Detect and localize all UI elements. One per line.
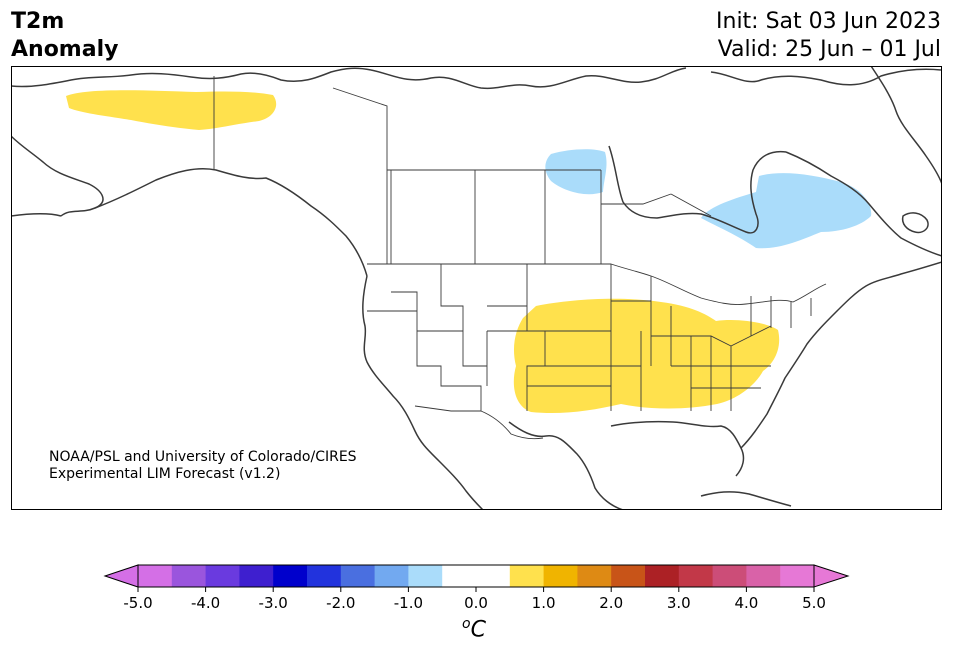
colorbar-bin: [509, 565, 545, 587]
colorbar-bin: [543, 565, 578, 587]
colorbar-bin: [611, 565, 646, 587]
colorbar-tick-label: 5.0: [802, 594, 826, 612]
colorbar-over-extension: [813, 564, 850, 588]
colorbar-bin: [138, 565, 173, 587]
anomaly-manitoba: [545, 149, 607, 195]
colorbar-tick-label: 1.0: [532, 594, 556, 612]
forecast-dates: Init: Sat 03 Jun 2023 Valid: 25 Jun – 01…: [716, 8, 941, 64]
anomaly-map: [11, 66, 942, 510]
colorbar-tick-label: -5.0: [123, 594, 152, 612]
state-borders-east: [651, 296, 812, 411]
border-us-mexico: [414, 405, 544, 440]
map-frame: [11, 66, 942, 510]
state-borders-central: [487, 264, 652, 411]
border-canada-us: [367, 263, 827, 305]
colorbar-bin: [239, 565, 274, 587]
colorbar-bin: [746, 565, 781, 587]
colorbar-tick-label: 3.0: [667, 594, 691, 612]
credit-line-1: NOAA/PSL and University of Colorado/CIRE…: [49, 449, 357, 465]
map-background: [11, 66, 942, 510]
colorbar-bin: [678, 565, 714, 587]
colorbar-bin: [374, 565, 409, 587]
coastline-greenland: [870, 66, 942, 185]
colorbar-bin: [577, 565, 612, 587]
colorbar-bin: [712, 565, 747, 587]
colorbar-bins: [138, 565, 815, 587]
units-celsius: C: [470, 617, 486, 643]
colorbar-under-extension: [103, 564, 139, 588]
anomaly-shading: [66, 90, 872, 414]
colorbar: -5.0 -4.0 -3.0 -2.0 -1.0 0.0 1.0 2.0 3.0 4.0 5.0: [103, 564, 850, 612]
coastlines: [11, 66, 942, 510]
colorbar-bin: [273, 565, 308, 587]
coastline-cuba: [700, 491, 792, 507]
coastline-alaska-north: [11, 67, 372, 88]
init-date: Init: Sat 03 Jun 2023: [716, 9, 941, 34]
coastline-hudson-bay: [608, 145, 787, 234]
coastline-alaska-west: [11, 135, 104, 217]
colorbar-bin: [408, 565, 443, 587]
state-borders-west: [367, 264, 488, 411]
anomaly-alaska: [66, 90, 277, 130]
coastline-arctic-archipelago: [370, 67, 942, 90]
colorbar-tick-label: 2.0: [599, 594, 623, 612]
anomaly-central-us: [513, 298, 780, 414]
units-degree: o: [462, 616, 471, 632]
colorbar-bin: [171, 565, 207, 587]
colorbar-bin: [645, 565, 680, 587]
credit-text: NOAA/PSL and University of Colorado/CIRE…: [49, 449, 357, 483]
colorbar-ticks: -5.0 -4.0 -3.0 -2.0 -1.0 0.0 1.0 2.0 3.0 4.0 5.0: [123, 587, 826, 612]
anomaly-quebec: [701, 173, 872, 249]
colorbar-tick-label: 0.0: [464, 594, 488, 612]
coastline-labrador: [785, 151, 942, 257]
colorbar-units: oC: [462, 616, 486, 642]
provincial-borders: [332, 87, 712, 264]
coastline-pacific: [362, 275, 484, 510]
political-boundaries: [213, 76, 827, 440]
coastline-alaska-south: [94, 168, 368, 277]
coastline-atlantic: [740, 261, 942, 449]
colorbar-tick-label: -4.0: [191, 594, 220, 612]
valid-date: Valid: 25 Jun – 01 Jul: [717, 37, 941, 62]
title-anomaly: Anomaly: [11, 37, 119, 62]
coastline-newfoundland: [901, 212, 929, 234]
colorbar-tick-label: -1.0: [394, 594, 423, 612]
colorbar-tick-label: -2.0: [326, 594, 355, 612]
colorbar-bin: [307, 565, 342, 587]
colorbar-bin: [780, 565, 815, 587]
credit-line-2: Experimental LIM Forecast (v1.2): [49, 466, 281, 482]
colorbar-bin: [205, 565, 240, 587]
coastline-gulf-mexico: [508, 420, 745, 510]
title-variable: T2m: [11, 9, 65, 34]
colorbar-tick-label: -3.0: [259, 594, 288, 612]
colorbar-bin: [476, 565, 511, 587]
map-title: T2m Anomaly: [11, 8, 118, 64]
colorbar-tick-label: 4.0: [734, 594, 758, 612]
colorbar-bin: [442, 565, 477, 587]
colorbar-bin: [340, 565, 376, 587]
